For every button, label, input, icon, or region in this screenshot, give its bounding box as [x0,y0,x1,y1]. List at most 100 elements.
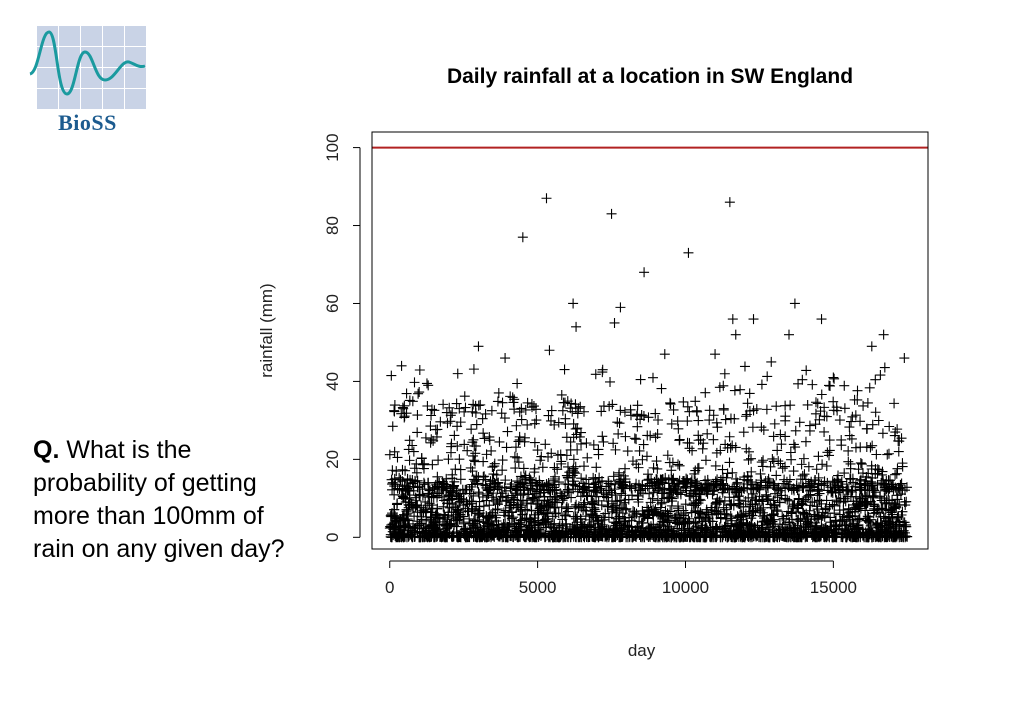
data-point [785,400,796,411]
data-point [901,496,912,507]
data-point [445,410,456,421]
data-point [697,443,708,454]
data-point [520,478,531,489]
data-point [512,378,523,389]
data-point [816,314,827,325]
data-point [619,515,630,526]
data-point [430,522,441,533]
data-point [614,418,625,429]
data-point [570,461,581,472]
data-point [653,414,664,425]
data-point [581,474,592,485]
data-point [765,499,776,510]
data-point [718,483,729,494]
data-point [448,482,459,493]
data-point [739,472,750,483]
data-point [846,416,857,427]
data-point [855,442,866,453]
data-point [776,524,787,535]
data-point [839,493,850,504]
data-point [814,528,825,539]
data-point [535,502,546,513]
data-point [401,483,412,494]
data-point [403,521,414,532]
data-point [454,497,465,508]
data-point [639,510,650,521]
data-point [747,499,758,510]
data-point [673,459,684,470]
data-point [587,496,598,507]
data-point [558,493,569,504]
data-point [822,477,833,488]
data-point [824,445,835,456]
data-point [581,438,592,449]
data-point [771,470,782,481]
data-point [681,485,692,496]
data-point [466,481,477,492]
data-point [659,349,670,360]
data-point [584,514,595,525]
data-point [896,510,907,521]
data-point [677,518,688,529]
data-point [816,498,827,509]
data-point [765,461,776,472]
data-point [494,436,505,447]
data-point [499,413,510,424]
data-point [412,516,423,527]
data-point [429,405,440,416]
data-point [864,517,875,528]
data-point [522,419,533,430]
data-point [566,398,577,409]
data-point [668,404,679,415]
data-point [396,408,407,419]
data-point [595,483,606,494]
data-point [666,418,677,429]
data-point [774,497,785,508]
data-point [589,504,600,515]
data-point [562,531,573,542]
data-point [562,472,573,483]
data-point [589,532,600,543]
data-point [777,463,788,474]
data-point [616,476,627,487]
data-point [560,413,571,424]
data-point [881,532,892,543]
data-point [688,499,699,510]
question-prefix: Q. [33,436,60,464]
data-point [514,477,525,488]
data-point [508,492,519,503]
data-point [518,485,529,496]
data-point [643,474,654,485]
data-point [593,449,604,460]
data-point [645,521,656,532]
data-point [404,395,415,406]
data-point [703,483,714,494]
data-point [482,484,493,495]
data-point [410,477,421,488]
data-point [767,510,778,521]
data-point [468,515,479,526]
data-point [429,532,440,543]
data-point [780,493,791,504]
data-point [763,493,774,504]
logo-grid-cell [81,89,102,109]
data-point [617,508,628,519]
data-point [809,509,820,520]
y-tick-label: 20 [323,450,342,469]
data-point [635,374,646,385]
data-point [465,462,476,473]
data-point [478,501,489,512]
data-point [741,443,752,454]
data-point [860,478,871,489]
data-point [724,197,735,208]
data-point [518,463,529,474]
data-point [772,445,783,456]
data-point [748,484,759,495]
data-point [409,511,420,522]
data-point [817,510,828,521]
logo-grid-cell [125,68,146,88]
data-point [577,523,588,534]
data-point [449,520,460,531]
data-point [796,459,807,470]
data-point [819,402,830,413]
